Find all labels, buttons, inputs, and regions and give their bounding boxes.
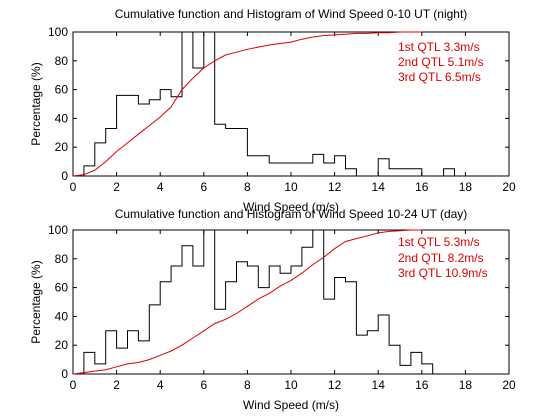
quartile-annotation-3: 3rd QTL 6.5m/s xyxy=(398,70,481,84)
histogram-line xyxy=(73,229,434,375)
quartile-annotation-1: 1st QTL 5.3m/s xyxy=(398,235,480,249)
y-tick-label: 20 xyxy=(55,140,69,154)
plot-area-night: 0 2 4 6 8 10 12 14 16 18 20 0 20 40 60 80 100 xyxy=(48,25,516,194)
y-tick-label: 0 xyxy=(61,169,68,183)
x-tick-label: 6 xyxy=(200,180,207,194)
x-tick-label: 4 xyxy=(157,378,164,392)
x-axis-label: Wind Speed (m/s) xyxy=(243,398,339,412)
histogram-line xyxy=(73,31,455,177)
y-tick-label: 80 xyxy=(55,252,69,266)
x-tick-label: 18 xyxy=(459,180,473,194)
x-tick-label: 2 xyxy=(113,180,120,194)
quartile-annotation-1: 1st QTL 3.3m/s xyxy=(398,40,480,54)
y-tick-label: 100 xyxy=(48,25,68,39)
chart-day: Cumulative function and Histogram of Win… xyxy=(29,207,516,412)
x-tick-label: 8 xyxy=(244,378,251,392)
y-tick-label: 0 xyxy=(61,367,68,381)
x-tick-label: 20 xyxy=(502,378,516,392)
y-axis-label: Percentage (%) xyxy=(29,62,43,145)
x-tick-label: 10 xyxy=(284,180,298,194)
x-tick-label: 14 xyxy=(372,180,386,194)
x-tick-label: 20 xyxy=(502,180,516,194)
x-tick-label: 12 xyxy=(328,378,342,392)
y-tick-label: 40 xyxy=(55,309,69,323)
plot-area-day: 0 2 4 6 8 10 12 14 16 18 20 0 20 40 60 80 100 xyxy=(48,223,516,392)
quartile-annotation-3: 3rd QTL 10.9m/s xyxy=(398,266,488,280)
x-tick-label: 16 xyxy=(415,378,429,392)
x-axis-label: Wind Speed (m/s) xyxy=(243,200,339,214)
x-tick-label: 0 xyxy=(70,378,77,392)
y-tick-label: 40 xyxy=(55,111,69,125)
x-tick-label: 12 xyxy=(328,180,342,194)
cumulative-line xyxy=(72,31,422,177)
y-tick-label: 100 xyxy=(48,223,68,237)
x-tick-label: 2 xyxy=(113,378,120,392)
chart-title: Cumulative function and Histogram of Win… xyxy=(115,7,468,21)
cumulative-line xyxy=(72,229,422,375)
quartile-annotation-2: 2nd QTL 8.2m/s xyxy=(398,251,484,265)
y-axis-label: Percentage (%) xyxy=(29,260,43,343)
y-tick-label: 60 xyxy=(55,281,69,295)
x-tick-label: 0 xyxy=(70,180,77,194)
y-tick-label: 20 xyxy=(55,338,69,352)
x-tick-label: 10 xyxy=(284,378,298,392)
x-tick-label: 16 xyxy=(415,180,429,194)
x-tick-label: 4 xyxy=(157,180,164,194)
y-tick-label: 80 xyxy=(55,54,69,68)
y-tick-label: 60 xyxy=(55,83,69,97)
x-tick-label: 14 xyxy=(372,378,386,392)
chart-title: Cumulative function and Histogram of Win… xyxy=(115,207,468,221)
chart-night: Cumulative function and Histogram of Win… xyxy=(29,7,516,214)
x-tick-label: 6 xyxy=(200,378,207,392)
quartile-annotation-2: 2nd QTL 5.1m/s xyxy=(398,55,484,69)
x-tick-label: 8 xyxy=(244,180,251,194)
x-tick-label: 18 xyxy=(459,378,473,392)
